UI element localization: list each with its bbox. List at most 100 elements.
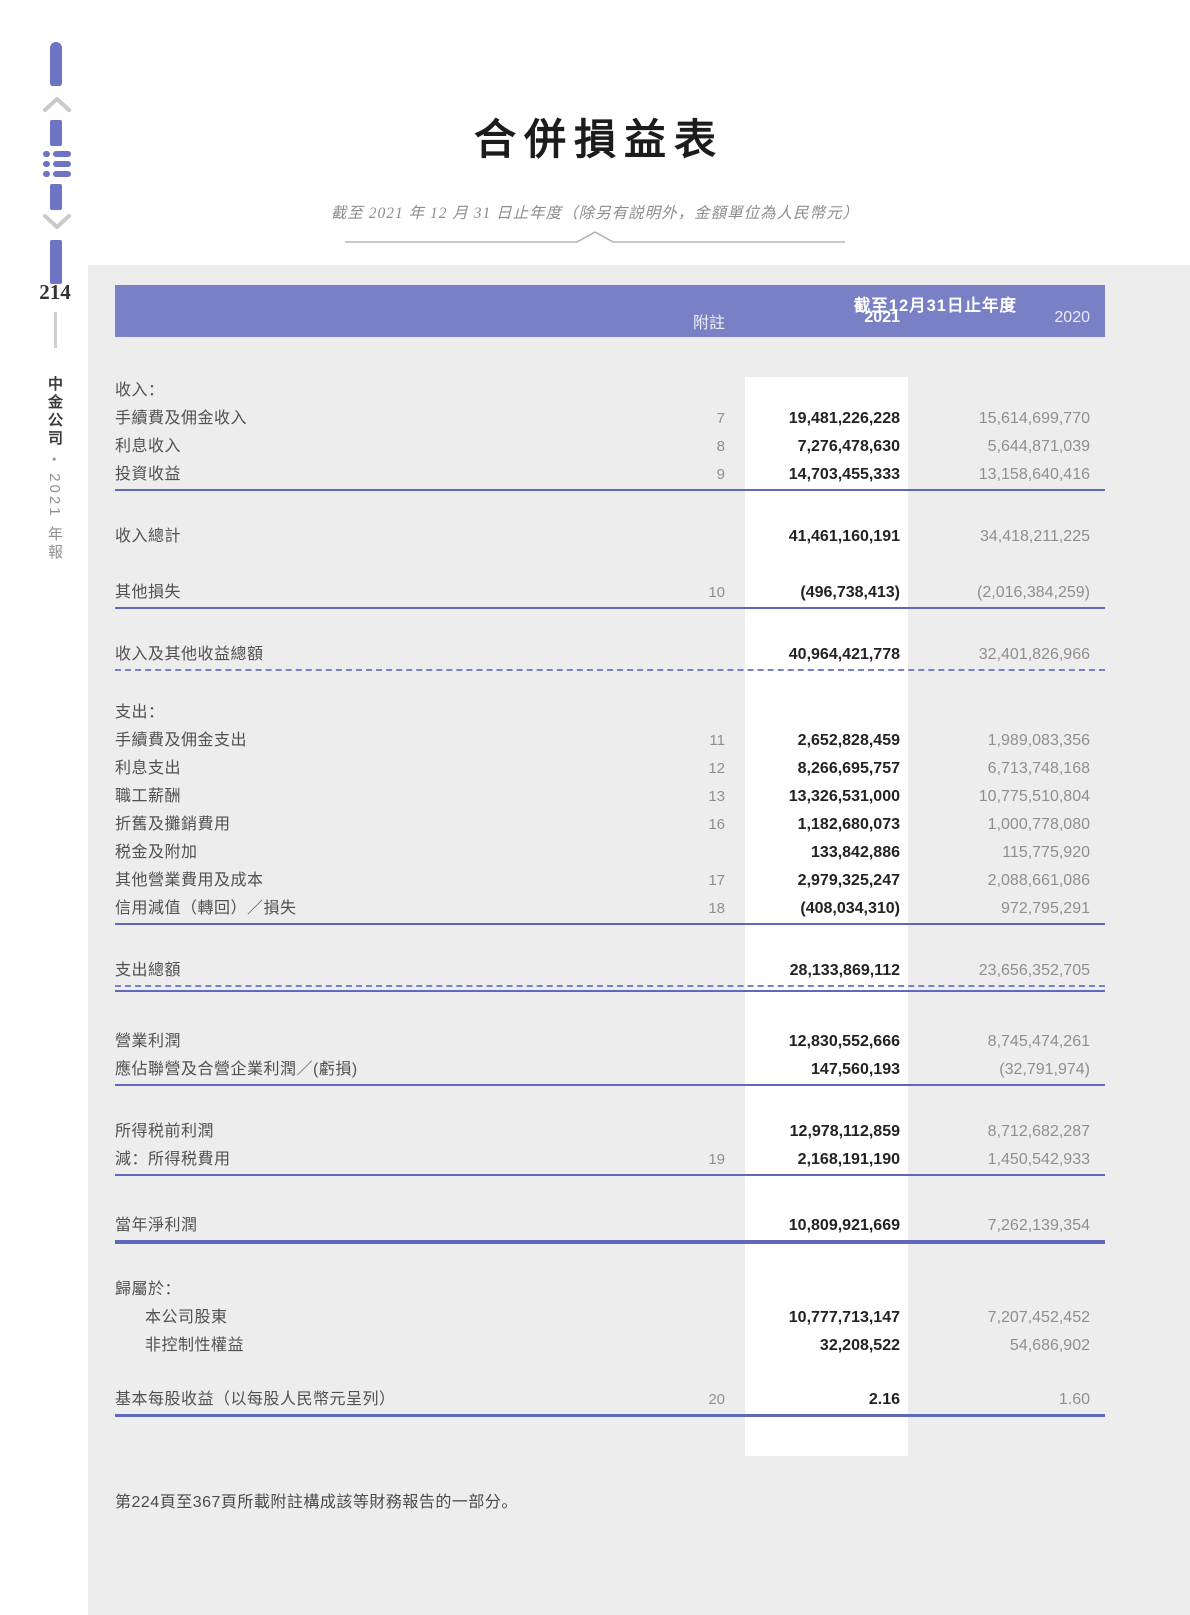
table-row: 收入總計 41,461,160,191 34,418,211,225 — [115, 523, 1105, 551]
period-heading: 截至12月31日止年度 — [853, 297, 1017, 315]
row-value-2020: 10,775,510,804 — [978, 788, 1090, 805]
row-value-2020: 23,656,352,705 — [978, 962, 1090, 979]
row-end-pad — [1090, 579, 1105, 607]
row-end-pad — [1090, 957, 1105, 985]
row-end-pad — [1090, 1056, 1105, 1084]
row-note — [630, 1276, 725, 1304]
row-end-pad — [1090, 1146, 1105, 1174]
table-row: 收入及其他收益總額 40,964,421,778 32,401,826,966 — [115, 641, 1105, 669]
row-value-2021: 14,703,455,333 — [788, 466, 900, 483]
sidebar-bottom-bar — [50, 240, 62, 284]
sidebar-small-bar — [50, 184, 62, 210]
row-label: 信用減值（轉回）／損失 — [115, 900, 297, 917]
row-value-2020: 1,000,778,080 — [987, 816, 1090, 833]
row-note: 11 — [709, 732, 725, 749]
row-note — [630, 523, 725, 551]
row-value-2020: 32,401,826,966 — [978, 646, 1090, 663]
rule-dashed — [115, 669, 1105, 671]
row-end-pad — [1090, 377, 1105, 405]
spine-text: 中金公司 • 2021 年報 — [44, 376, 65, 562]
page-number-divider — [54, 312, 57, 348]
row-label: 基本每股收益（以每股人民幣元呈列） — [115, 1390, 396, 1408]
chevron-down-icon[interactable] — [42, 212, 72, 232]
row-value-2021: 147,560,193 — [811, 1061, 900, 1078]
row-end-pad — [1090, 405, 1105, 433]
row-value-2020: 115,775,920 — [1002, 844, 1090, 861]
row-value-2020: 15,614,699,770 — [978, 410, 1090, 427]
table-row: 折舊及攤銷費用 16 1,182,680,073 1,000,778,080 — [115, 811, 1105, 839]
table-row: 利息支出 12 8,266,695,757 6,713,748,168 — [115, 755, 1105, 783]
row-note — [630, 1212, 725, 1240]
row-value-2020: 13,158,640,416 — [978, 466, 1090, 483]
table-row: 信用減值（轉回）／損失 18 (408,034,310) 972,795,291 — [115, 895, 1105, 923]
table-row: 當年淨利潤 10,809,921,669 7,262,139,354 — [115, 1212, 1105, 1240]
row-label: 職工薪酬 — [115, 788, 182, 805]
column-headings: 附註 2021 2020 — [115, 309, 1105, 333]
row-value-2021: 41,461,160,191 — [788, 528, 900, 545]
row-label: 税金及附加 — [115, 844, 198, 861]
row-label: 收入及其他收益總額 — [115, 646, 264, 663]
row-end-pad — [1090, 1028, 1105, 1056]
row-label: 其他損失 — [115, 584, 182, 601]
row-label: 投資收益 — [115, 466, 182, 483]
row-note: 17 — [708, 872, 725, 889]
table-row: 營業利潤 12,830,552,666 8,745,474,261 — [115, 1028, 1105, 1056]
row-value-2020: (2,016,384,259) — [977, 584, 1090, 601]
table-row: 手續費及佣金收入 7 19,481,226,228 15,614,699,770 — [115, 405, 1105, 433]
table-row: 利息收入 8 7,276,478,630 5,644,871,039 — [115, 433, 1105, 461]
row-value-2020: 6,713,748,168 — [987, 760, 1090, 777]
row-end-pad — [1090, 699, 1105, 727]
spine-year: 2021 年報 — [46, 473, 63, 562]
row-note — [630, 1118, 725, 1146]
row-label: 營業利潤 — [115, 1033, 182, 1050]
row-end-pad — [1090, 1304, 1105, 1332]
row-value-2021: (496,738,413) — [800, 584, 900, 601]
row-value-2020: 7,262,139,354 — [987, 1217, 1090, 1234]
row-value-2020: 54,686,902 — [1009, 1336, 1090, 1354]
row-value-2021: 10,777,713,147 — [788, 1308, 900, 1326]
row-value-2020: 1.60 — [1058, 1390, 1090, 1408]
rule-double — [115, 985, 1105, 992]
row-end-pad — [1090, 1212, 1105, 1240]
row-note — [630, 699, 725, 727]
row-value-2021 — [725, 699, 900, 727]
row-label: 非控制性權益 — [145, 1336, 245, 1354]
row-note: 10 — [708, 584, 725, 601]
row-value-2020 — [900, 699, 1090, 727]
rule-solid — [115, 489, 1105, 491]
row-note — [630, 641, 725, 669]
table-of-contents-icon[interactable] — [43, 150, 71, 178]
row-note: 20 — [708, 1390, 725, 1408]
sidebar-small-bar — [50, 120, 62, 146]
row-note: 7 — [716, 410, 725, 427]
row-value-2021: 13,326,531,000 — [788, 788, 900, 805]
year-2020-column-heading: 2020 — [1054, 309, 1090, 326]
row-note — [630, 1056, 725, 1084]
table-row: 税金及附加 133,842,886 115,775,920 — [115, 839, 1105, 867]
row-value-2021: 12,978,112,859 — [789, 1123, 900, 1140]
row-value-2021: 32,208,522 — [819, 1336, 900, 1354]
row-value-2021: 2,652,828,459 — [797, 732, 900, 749]
table-row: 支出總額 28,133,869,112 23,656,352,705 — [115, 957, 1105, 985]
table-body: 收入： 手續費及佣金收入 7 19,481,226,228 15,614,699,770… — [115, 377, 1105, 1456]
row-note — [630, 839, 725, 867]
page-subtitle: 截至 2021 年 12 月 31 日止年度（除另有説明外，金額單位為人民幣元） — [330, 205, 860, 222]
row-label: 支出總額 — [115, 962, 182, 979]
row-value-2021: 133,842,886 — [811, 844, 900, 861]
row-note: 12 — [708, 760, 725, 777]
row-end-pad — [1090, 461, 1105, 489]
row-end-pad — [1090, 839, 1105, 867]
row-label: 利息支出 — [115, 760, 182, 777]
row-value-2021: 2,979,325,247 — [797, 872, 900, 889]
rule-thick — [115, 1240, 1105, 1244]
rule-solid — [115, 923, 1105, 925]
row-label: 支出： — [115, 704, 165, 721]
row-value-2020: 1,450,542,933 — [987, 1151, 1090, 1168]
row-value-2021: 28,133,869,112 — [789, 962, 900, 979]
row-label: 利息收入 — [115, 438, 182, 455]
spine-company: 中金公司 — [46, 376, 63, 448]
row-value-2020: 8,745,474,261 — [987, 1033, 1090, 1050]
table-row: 其他損失 10 (496,738,413) (2,016,384,259) — [115, 579, 1105, 607]
table-row: 應佔聯營及合營企業利潤／(虧損) 147,560,193 (32,791,974) — [115, 1056, 1105, 1084]
chevron-up-icon[interactable] — [42, 94, 72, 114]
